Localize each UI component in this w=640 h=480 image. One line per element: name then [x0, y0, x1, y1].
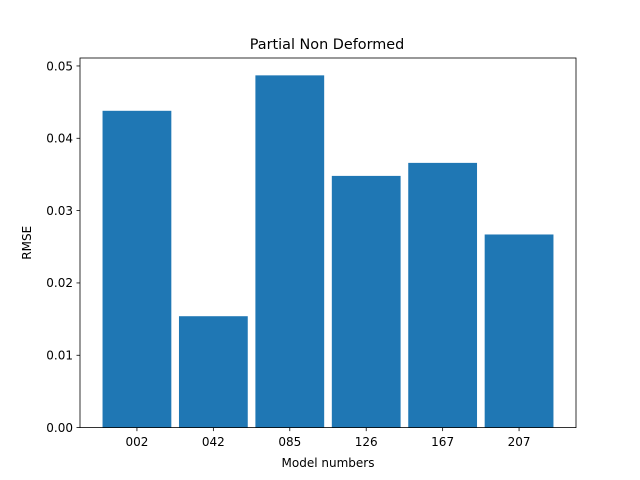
x-tick-label: 042	[202, 435, 225, 449]
chart-title: Partial Non Deformed	[250, 37, 405, 53]
x-tick-label: 126	[355, 435, 378, 449]
bar-085	[255, 75, 325, 428]
bar-207	[484, 234, 554, 428]
y-tick-label: 0.02	[46, 276, 73, 290]
y-tick-label: 0.00	[46, 421, 73, 435]
x-axis-ticks: 002 042 085 126 167 207	[125, 427, 531, 449]
bar-002	[102, 110, 172, 428]
bars-group	[102, 75, 554, 428]
y-tick-label: 0.03	[46, 204, 73, 218]
x-tick-label: 085	[278, 435, 301, 449]
y-tick-label: 0.04	[46, 132, 73, 146]
y-tick-label: 0.05	[46, 59, 73, 73]
bar-167	[408, 162, 478, 428]
y-axis-label: RMSE	[20, 226, 34, 260]
x-tick-label: 167	[431, 435, 454, 449]
x-tick-label: 207	[508, 435, 531, 449]
x-axis-label: Model numbers	[282, 456, 375, 470]
plot-frame	[79, 57, 577, 429]
y-tick-label: 0.01	[46, 349, 73, 363]
bar-042	[178, 316, 248, 428]
x-tick-label: 002	[125, 435, 148, 449]
y-axis-ticks: 0.00 0.01 0.02 0.03 0.04 0.05	[46, 59, 80, 435]
bar-126	[331, 175, 401, 428]
